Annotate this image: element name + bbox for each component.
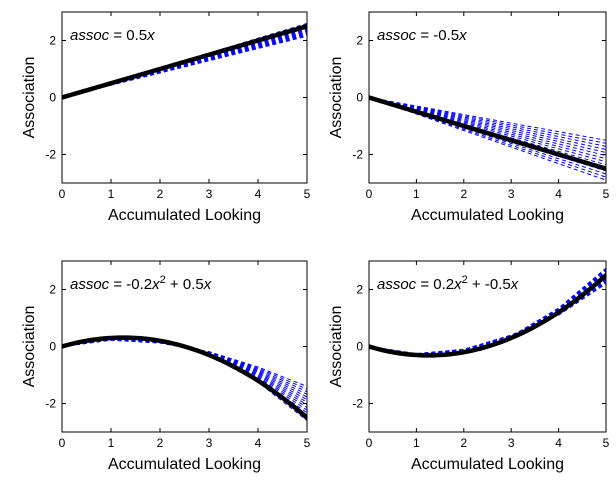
- true-function-line: [369, 273, 606, 358]
- annotation-coef: = -0.5: [416, 27, 459, 44]
- estimate-line: [369, 97, 606, 150]
- x-tick-label: 1: [108, 436, 115, 450]
- estimate-line: [369, 97, 606, 157]
- estimate-line: [369, 97, 606, 166]
- x-tick-label: 1: [413, 187, 420, 201]
- x-tick-label: 0: [366, 436, 373, 450]
- x-axis-title: Accumulated Looking: [411, 207, 564, 224]
- estimate-line: [369, 97, 606, 147]
- x-tick-label: 0: [366, 187, 373, 201]
- y-axis-title: Association: [328, 57, 345, 139]
- equation-annotation: assoc = -0.5x: [377, 27, 467, 44]
- annotation-tail-var: x: [458, 27, 467, 44]
- annotation-tail-var: x: [510, 276, 519, 293]
- x-tick-label: 3: [206, 436, 213, 450]
- annotation-tail-var: x: [203, 276, 212, 293]
- x-axis-title: Accumulated Looking: [411, 456, 564, 473]
- annotation-sq-var: x: [151, 276, 160, 293]
- estimate-line: [369, 97, 606, 144]
- annotation-exponent: 2: [160, 274, 166, 286]
- annotation-tail-var: x: [146, 27, 155, 44]
- x-tick-label: 5: [304, 436, 311, 450]
- annotation-coef: = 0.5: [109, 27, 147, 44]
- x-tick-label: 5: [603, 187, 610, 201]
- y-tick-label: -2: [45, 148, 56, 162]
- annotation-var: assoc: [377, 276, 417, 293]
- annotation-var: assoc: [70, 27, 110, 44]
- estimate-line: [62, 338, 307, 406]
- x-tick-label: 5: [304, 187, 311, 201]
- annotation-var: assoc: [70, 276, 110, 293]
- y-tick-label: 0: [356, 340, 363, 354]
- estimate-line: [62, 337, 307, 419]
- y-tick-label: 2: [49, 34, 56, 48]
- x-tick-label: 2: [157, 187, 164, 201]
- x-axis-title: Accumulated Looking: [108, 456, 261, 473]
- x-tick-label: 4: [555, 187, 562, 201]
- estimate-line: [369, 97, 606, 160]
- y-tick-label: 2: [356, 283, 363, 297]
- equation-annotation: assoc = -0.2x2 + 0.5x: [70, 274, 212, 293]
- annotation-exponent: 2: [462, 274, 468, 286]
- x-tick-label: 3: [508, 187, 515, 201]
- estimate-line: [369, 97, 606, 141]
- panel-1: 0 1 2 3 4 5 -2 0 2 Accumulated Looking Association…: [21, 11, 311, 224]
- estimate-line: [62, 339, 307, 398]
- estimate-line: [62, 338, 307, 403]
- estimate-line: [62, 337, 307, 421]
- estimate-line: [62, 337, 307, 416]
- annotation-mid: + 0.5: [166, 276, 204, 293]
- estimate-line: [62, 338, 307, 400]
- true-function-line: [62, 24, 307, 100]
- x-tick-label: 4: [255, 187, 262, 201]
- panel-4: 0 1 2 3 4 5 -2 0 2 Accumulated Looking Association…: [328, 260, 610, 473]
- annotation-sq-var: x: [453, 276, 462, 293]
- y-axis-title: Association: [21, 306, 38, 388]
- y-tick-label: 0: [49, 91, 56, 105]
- y-tick-label: 0: [49, 340, 56, 354]
- x-tick-label: 1: [413, 436, 420, 450]
- series-group: [62, 335, 307, 421]
- equation-annotation: assoc = 0.2x2 + -0.5x: [377, 274, 519, 293]
- estimate-line: [62, 337, 307, 414]
- x-tick-label: 1: [108, 187, 115, 201]
- y-axis-title: Association: [328, 306, 345, 388]
- x-tick-label: 4: [555, 436, 562, 450]
- estimate-line: [62, 338, 307, 411]
- series-group: [62, 22, 307, 100]
- estimate-line: [369, 97, 606, 154]
- x-tick-label: 0: [59, 436, 66, 450]
- panel-2: 0 1 2 3 4 5 -2 0 2 Accumulated Looking Association…: [328, 11, 610, 224]
- y-tick-label: -2: [45, 397, 56, 411]
- annotation-var: assoc: [377, 27, 417, 44]
- x-tick-label: 0: [59, 187, 66, 201]
- x-tick-label: 2: [460, 187, 467, 201]
- x-tick-label: 3: [206, 187, 213, 201]
- y-tick-label: -2: [352, 397, 363, 411]
- x-tick-label: 5: [603, 436, 610, 450]
- y-tick-label: 0: [356, 91, 363, 105]
- annotation-coef: = 0.2: [416, 276, 454, 293]
- annotation-coef: = -0.2: [109, 276, 152, 293]
- y-tick-label: -2: [352, 148, 363, 162]
- panel-3: 0 1 2 3 4 5 -2 0 2 Accumulated Looking Association…: [21, 260, 311, 473]
- series-group: [369, 267, 606, 358]
- estimate-line: [369, 283, 606, 355]
- x-tick-label: 2: [460, 436, 467, 450]
- true-function-line: [62, 335, 307, 420]
- x-tick-label: 3: [508, 436, 515, 450]
- estimate-line: [369, 97, 606, 163]
- y-tick-label: 2: [356, 34, 363, 48]
- annotation-mid: + -0.5: [468, 276, 511, 293]
- equation-annotation: assoc = 0.5x: [70, 27, 155, 44]
- true-function-line: [369, 95, 606, 171]
- x-tick-label: 2: [157, 436, 164, 450]
- series-group: [369, 95, 606, 181]
- x-tick-label: 4: [255, 436, 262, 450]
- y-tick-label: 2: [49, 283, 56, 297]
- x-axis-title: Accumulated Looking: [108, 207, 261, 224]
- estimate-line: [62, 338, 307, 408]
- y-axis-title: Association: [21, 57, 38, 139]
